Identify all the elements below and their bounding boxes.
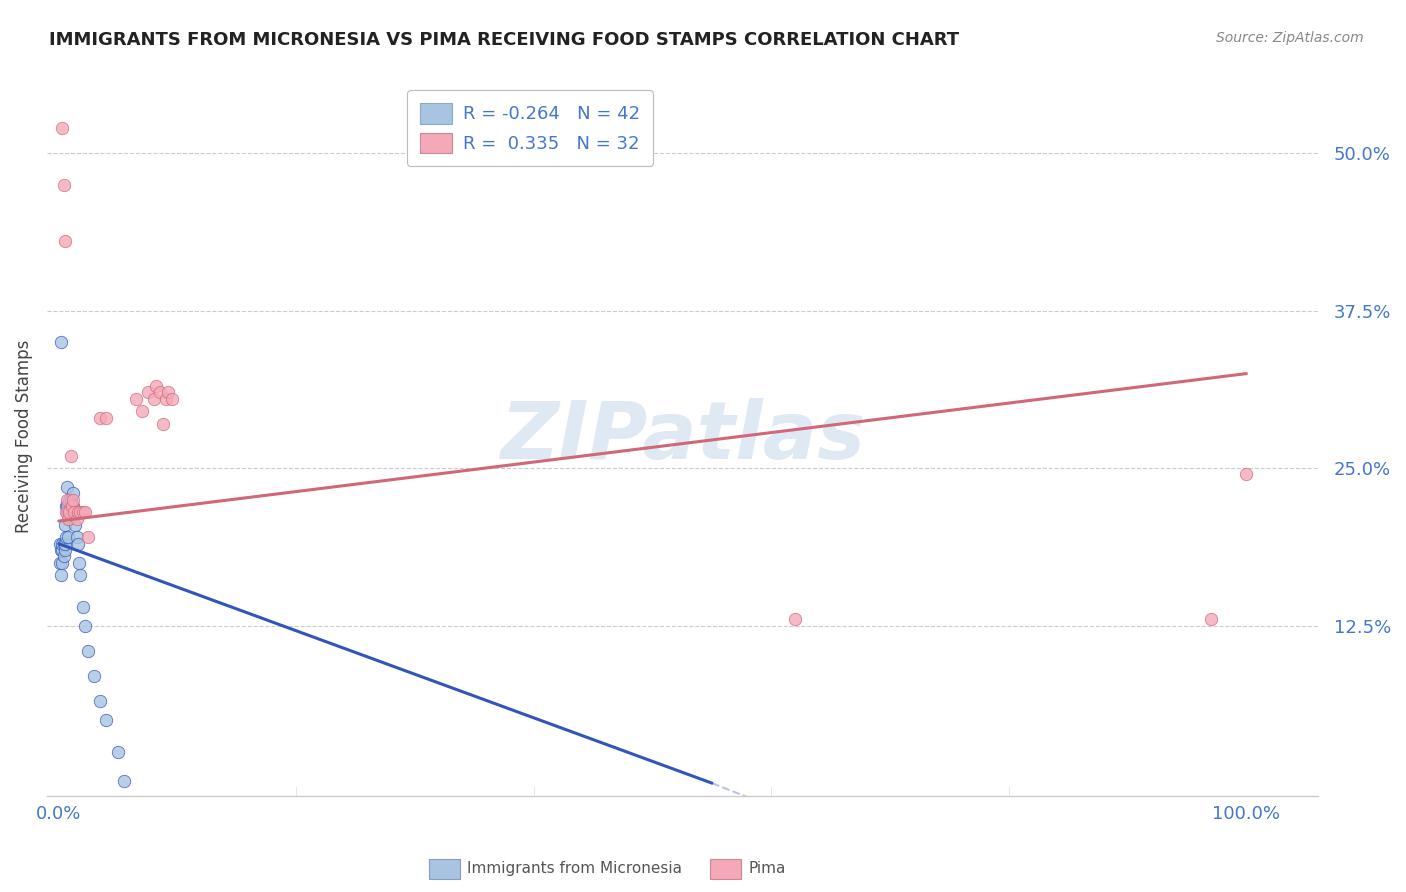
Point — [149, 385, 172, 400]
Point — [107, 745, 129, 759]
Point — [55, 530, 77, 544]
Point — [52, 549, 75, 564]
Text: Pima: Pima — [748, 862, 786, 876]
Point — [56, 492, 79, 507]
Point — [59, 492, 82, 507]
Text: IMMIGRANTS FROM MICRONESIA VS PIMA RECEIVING FOOD STAMPS CORRELATION CHART: IMMIGRANTS FROM MICRONESIA VS PIMA RECEI… — [49, 31, 959, 49]
Point — [145, 379, 167, 393]
Point — [142, 392, 165, 406]
Point — [112, 773, 135, 788]
Point — [72, 599, 94, 614]
Point — [155, 392, 177, 406]
Point — [51, 120, 73, 135]
Point — [55, 499, 77, 513]
Point — [53, 537, 76, 551]
Point — [131, 404, 153, 418]
Point — [58, 505, 80, 519]
Point — [51, 543, 73, 558]
Point — [89, 410, 111, 425]
Point — [66, 505, 89, 519]
Point — [65, 517, 87, 532]
Point — [51, 556, 73, 570]
Point — [69, 568, 91, 582]
Point — [49, 543, 72, 558]
Point — [59, 449, 82, 463]
Point — [65, 530, 87, 544]
Point — [52, 537, 75, 551]
Point — [66, 537, 89, 551]
Point — [56, 480, 79, 494]
Point — [72, 505, 94, 519]
Point — [77, 530, 100, 544]
Point — [83, 669, 105, 683]
Point — [58, 492, 80, 507]
Point — [1199, 612, 1222, 626]
Point — [1234, 467, 1257, 482]
Point — [53, 543, 76, 558]
Point — [58, 511, 80, 525]
Point — [53, 234, 76, 248]
Point — [73, 618, 96, 632]
Point — [77, 644, 100, 658]
Point — [49, 537, 72, 551]
Point — [785, 612, 807, 626]
Point — [53, 517, 76, 532]
Point — [89, 694, 111, 708]
Point — [136, 385, 159, 400]
Point — [58, 505, 80, 519]
Text: Source: ZipAtlas.com: Source: ZipAtlas.com — [1216, 31, 1364, 45]
Point — [62, 499, 84, 513]
Point — [52, 178, 75, 192]
Point — [63, 505, 86, 519]
Legend: R = -0.264   N = 42, R =  0.335   N = 32: R = -0.264 N = 42, R = 0.335 N = 32 — [406, 90, 652, 166]
Point — [152, 417, 174, 431]
Point — [96, 713, 118, 727]
Point — [62, 492, 84, 507]
Point — [58, 530, 80, 544]
Point — [96, 410, 118, 425]
Point — [125, 392, 148, 406]
Point — [49, 335, 72, 350]
Point — [62, 486, 84, 500]
Point — [55, 505, 77, 519]
Y-axis label: Receiving Food Stamps: Receiving Food Stamps — [15, 340, 32, 533]
Point — [160, 392, 183, 406]
Text: Immigrants from Micronesia: Immigrants from Micronesia — [467, 862, 682, 876]
Point — [51, 537, 73, 551]
Point — [56, 505, 79, 519]
Point — [60, 499, 83, 513]
Text: ZIPatlas: ZIPatlas — [499, 398, 865, 475]
Point — [49, 556, 72, 570]
Point — [69, 505, 91, 519]
Point — [49, 568, 72, 582]
Point — [157, 385, 180, 400]
Point — [63, 505, 86, 519]
Point — [60, 505, 83, 519]
Point — [65, 511, 87, 525]
Point — [58, 505, 80, 519]
Point — [58, 511, 80, 525]
Point — [73, 505, 96, 519]
Point — [59, 499, 82, 513]
Point — [67, 556, 90, 570]
Point — [56, 499, 79, 513]
